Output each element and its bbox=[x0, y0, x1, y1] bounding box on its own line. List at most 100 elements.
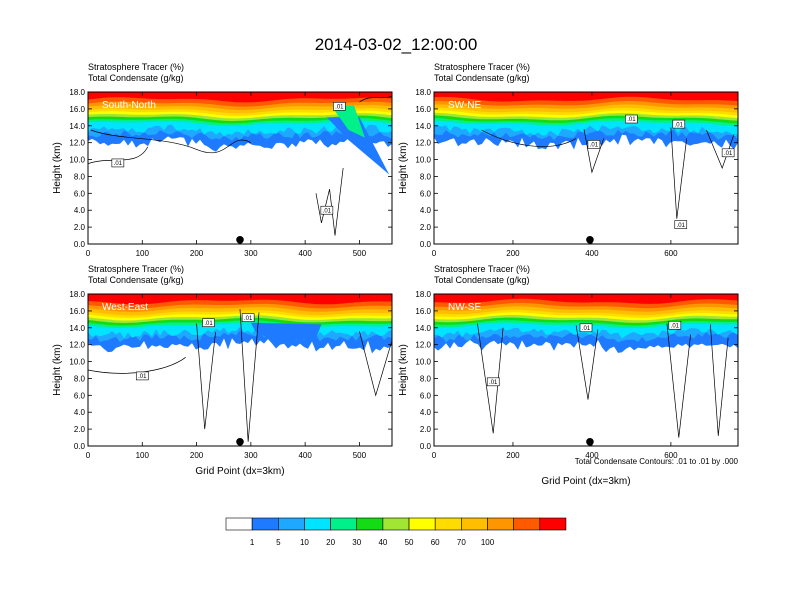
contour-label-text: .01 bbox=[590, 143, 599, 149]
colorbar-label: 1 bbox=[250, 538, 255, 547]
y-tick-label: 0.0 bbox=[74, 442, 86, 451]
contour-label: .01 bbox=[587, 140, 601, 149]
y-tick-label: 8.0 bbox=[420, 374, 432, 383]
location-marker bbox=[236, 235, 244, 244]
contour-note: Total Condensate Contours: .01 to .01 by… bbox=[575, 457, 739, 466]
panel-subtitle-tracer: Stratosphere Tracer (%) bbox=[88, 264, 184, 274]
colorbar-label: 10 bbox=[300, 538, 309, 547]
contour-label: .01 bbox=[674, 220, 688, 229]
y-tick-label: 16.0 bbox=[415, 307, 431, 316]
contour-label-text: .01 bbox=[671, 323, 680, 329]
y-tick-label: 18.0 bbox=[415, 290, 431, 299]
condensate-contours bbox=[477, 323, 729, 438]
contour-label: .01 bbox=[241, 313, 255, 322]
colorbar-swatch bbox=[408, 517, 436, 531]
figure-title: 2014-03-02_12:00:00 bbox=[315, 35, 478, 54]
contour-line bbox=[315, 167, 344, 236]
x-tick-label: 0 bbox=[432, 451, 437, 460]
y-tick-label: 18.0 bbox=[69, 88, 85, 97]
contour-line bbox=[575, 325, 599, 400]
y-tick-label: 6.0 bbox=[74, 189, 86, 198]
colorbar-swatch bbox=[539, 517, 567, 531]
y-tick-label: 8.0 bbox=[420, 172, 432, 181]
y-tick-label: 10.0 bbox=[415, 156, 431, 165]
colorbar-swatch bbox=[251, 517, 279, 531]
colorbar-swatch bbox=[356, 517, 384, 531]
y-tick-label: 14.0 bbox=[415, 324, 431, 333]
contour-label: .01 bbox=[721, 148, 735, 158]
contour-line bbox=[710, 324, 729, 436]
x-tick-label: 400 bbox=[298, 451, 312, 460]
contour-line bbox=[239, 309, 260, 442]
y-tick-label: 16.0 bbox=[69, 307, 85, 316]
x-tick-label: 500 bbox=[353, 249, 367, 258]
x-tick-label: 400 bbox=[585, 451, 599, 460]
panels: .01 .01 .01 0.0 2.0 4.0 6.0 8.0 10.0 12.0 14.0 16.0… bbox=[52, 62, 739, 487]
contour-label-text: .01 bbox=[114, 161, 123, 167]
plot-frame bbox=[433, 91, 739, 245]
contour-line bbox=[481, 129, 577, 147]
contour-line bbox=[477, 323, 504, 434]
y-tick-label: 4.0 bbox=[74, 206, 86, 215]
x-tick-label: 200 bbox=[506, 249, 520, 258]
x-tick-label: 500 bbox=[353, 451, 367, 460]
contour-label-text: .01 bbox=[627, 117, 636, 123]
x-tick-label: 100 bbox=[136, 451, 150, 460]
y-tick-label: 16.0 bbox=[415, 105, 431, 114]
panel-subtitle-condensate: Total Condensate (g/kg) bbox=[434, 73, 530, 83]
x-tick-label: 200 bbox=[506, 451, 520, 460]
location-marker bbox=[586, 437, 594, 446]
colorbar-label: 60 bbox=[431, 538, 440, 547]
y-axis-label: Height (km) bbox=[398, 142, 409, 194]
y-tick-label: 6.0 bbox=[420, 391, 432, 400]
tracer-field bbox=[88, 92, 392, 175]
panel-label: West-East bbox=[102, 302, 148, 313]
contour-label: .01 bbox=[333, 102, 346, 111]
y-tick-label: 6.0 bbox=[420, 189, 432, 198]
colorbar-swatch bbox=[330, 517, 358, 531]
y-tick-label: 18.0 bbox=[415, 88, 431, 97]
tracer-band bbox=[88, 294, 392, 305]
colorbar-swatch bbox=[461, 517, 488, 531]
colorbar-swatch bbox=[513, 517, 541, 531]
y-tick-label: 14.0 bbox=[69, 122, 85, 131]
y-tick-label: 0.0 bbox=[420, 442, 432, 451]
plot-frame bbox=[87, 91, 393, 245]
colorbar-label: 50 bbox=[405, 538, 414, 547]
contour-line bbox=[583, 129, 605, 174]
colorbar-label: 5 bbox=[276, 538, 281, 547]
y-tick-label: 0.0 bbox=[420, 240, 432, 249]
panel-label: South-North bbox=[102, 100, 156, 111]
panel-subtitle-tracer: Stratosphere Tracer (%) bbox=[434, 62, 530, 72]
contour-line bbox=[670, 127, 688, 219]
y-tick-label: 2.0 bbox=[420, 223, 432, 232]
tracer-field bbox=[434, 294, 738, 353]
tracer-plume bbox=[332, 105, 365, 138]
contour-label: .01 bbox=[625, 114, 638, 124]
contour-label-text: .01 bbox=[323, 208, 332, 214]
y-tick-label: 10.0 bbox=[69, 358, 85, 367]
contour-label: .01 bbox=[486, 377, 500, 387]
x-tick-label: 300 bbox=[244, 451, 258, 460]
contour-label-box bbox=[721, 148, 735, 158]
contour-label-text: .01 bbox=[489, 380, 498, 386]
y-tick-label: 14.0 bbox=[69, 324, 85, 333]
contour-label-box bbox=[668, 320, 682, 330]
y-tick-label: 12.0 bbox=[415, 341, 431, 350]
x-tick-label: 0 bbox=[86, 249, 91, 258]
panel-4: .01 .01 .01 0.0 2.0 4.0 6.0 8.0 10.0 12.0 14.0 16.0… bbox=[398, 264, 739, 487]
colorbar-label: 20 bbox=[326, 538, 335, 547]
contour-label: .01 bbox=[135, 371, 149, 381]
tracer-field bbox=[434, 92, 738, 150]
colorbar-label: 40 bbox=[378, 538, 387, 547]
contour-label-box bbox=[135, 371, 149, 381]
contour-label: .01 bbox=[320, 205, 334, 215]
location-marker bbox=[236, 437, 244, 446]
tracer-band bbox=[434, 294, 738, 304]
tracer-band bbox=[434, 92, 738, 102]
contour-line bbox=[359, 95, 392, 103]
panel-subtitle-condensate: Total Condensate (g/kg) bbox=[88, 73, 184, 83]
colorbar-label: 30 bbox=[352, 538, 361, 547]
contour-label-text: .01 bbox=[244, 316, 253, 322]
